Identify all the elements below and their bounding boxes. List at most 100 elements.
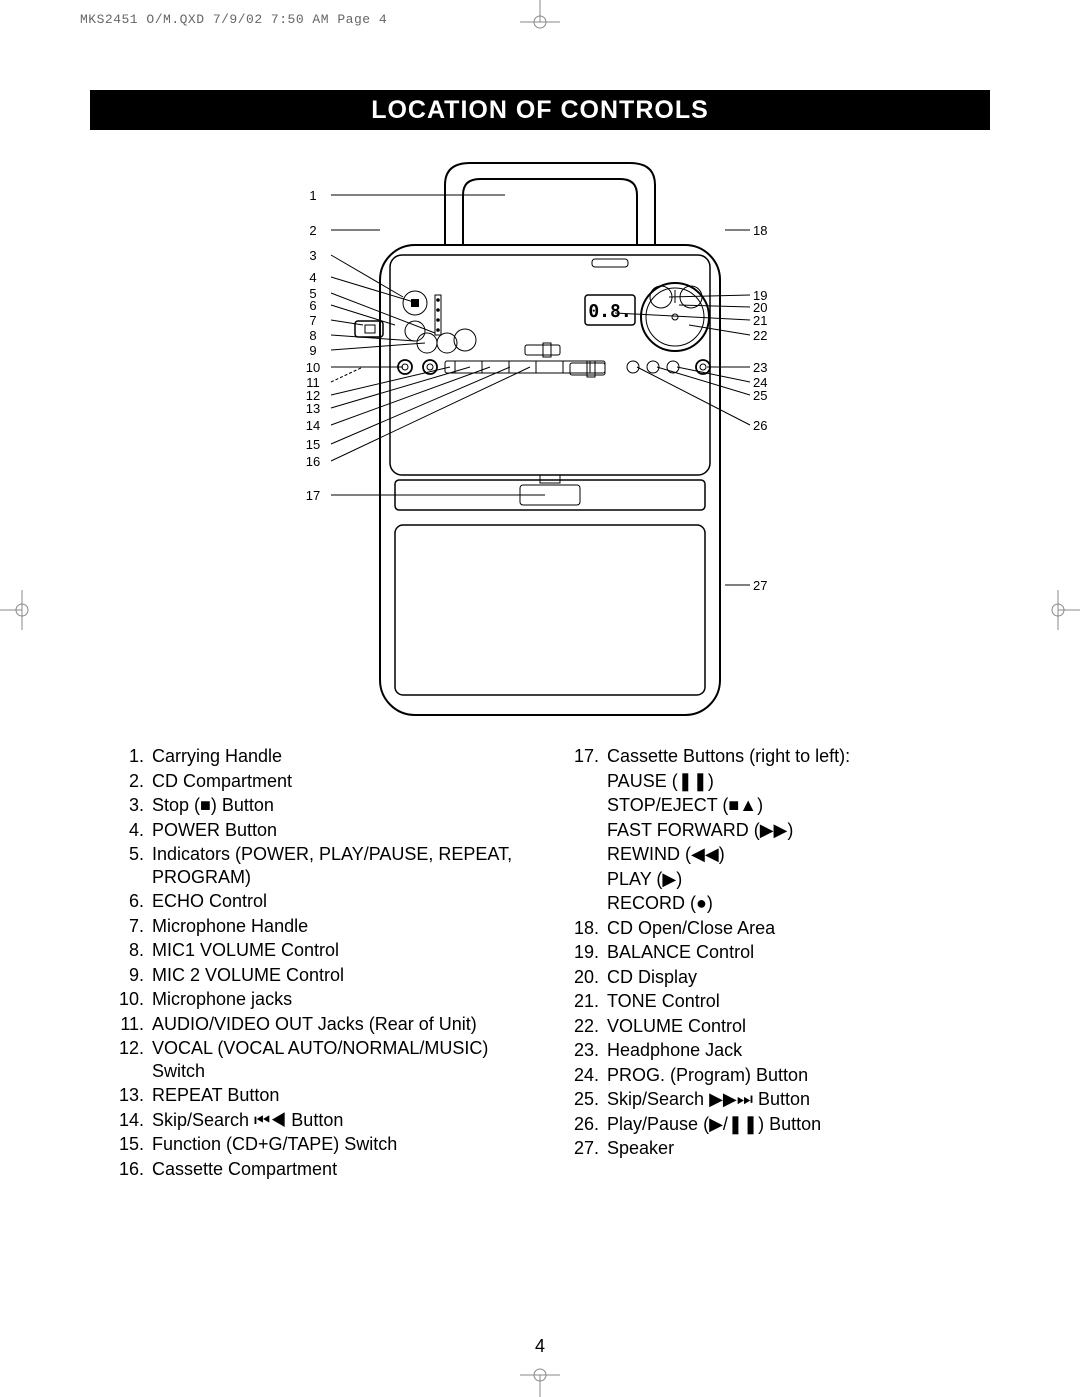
list-item: 14.Skip/Search ⏮◀ Button xyxy=(110,1109,540,1132)
list-item: 25.Skip/Search ▶▶⏭ Button xyxy=(565,1088,965,1111)
svg-text:13: 13 xyxy=(306,401,320,416)
title-bar: LOCATION OF CONTROLS xyxy=(90,90,990,130)
list-number: 2. xyxy=(110,770,152,793)
list-item: 20.CD Display xyxy=(565,966,965,989)
list-text: TONE Control xyxy=(607,990,965,1013)
list-item: 23.Headphone Jack xyxy=(565,1039,965,1062)
svg-text:6: 6 xyxy=(309,298,316,313)
print-header: MKS2451 O/M.QXD 7/9/02 7:50 AM Page 4 xyxy=(80,12,387,27)
svg-text:17: 17 xyxy=(306,488,320,503)
list-number: 8. xyxy=(110,939,152,962)
svg-text:16: 16 xyxy=(306,454,320,469)
list-number: 25. xyxy=(565,1088,607,1111)
svg-text:7: 7 xyxy=(309,313,316,328)
list-text: Function (CD+G/TAPE) Switch xyxy=(152,1133,540,1156)
svg-text:8: 8 xyxy=(309,328,316,343)
list-text: ECHO Control xyxy=(152,890,540,913)
list-item: 4.POWER Button xyxy=(110,819,540,842)
controls-diagram: 0.8.123456789101112131415161718192021222… xyxy=(230,145,850,735)
svg-text:0.8.: 0.8. xyxy=(588,301,631,322)
list-text: MIC 2 VOLUME Control xyxy=(152,964,540,987)
list-item: 13.REPEAT Button xyxy=(110,1084,540,1107)
list-number: 14. xyxy=(110,1109,152,1132)
list-text: Indicators (POWER, PLAY/PAUSE, REPEAT, P… xyxy=(152,843,540,888)
page-number: 4 xyxy=(535,1336,545,1357)
list-text: MIC1 VOLUME Control xyxy=(152,939,540,962)
list-text: AUDIO/VIDEO OUT Jacks (Rear of Unit) xyxy=(152,1013,540,1036)
svg-text:9: 9 xyxy=(309,343,316,358)
list-number: 20. xyxy=(565,966,607,989)
list-item: 26.Play/Pause (▶/❚❚) Button xyxy=(565,1113,965,1136)
list-text: BALANCE Control xyxy=(607,941,965,964)
list-item: 21.TONE Control xyxy=(565,990,965,1013)
controls-list: 1.Carrying Handle2.CD Compartment3.Stop … xyxy=(110,745,980,1182)
svg-text:2: 2 xyxy=(309,223,316,238)
crop-mark-right xyxy=(1040,590,1080,630)
list-item: 2.CD Compartment xyxy=(110,770,540,793)
list-item: 6.ECHO Control xyxy=(110,890,540,913)
list-number: 6. xyxy=(110,890,152,913)
svg-text:18: 18 xyxy=(753,223,767,238)
list-item: 8.MIC1 VOLUME Control xyxy=(110,939,540,962)
list-text: Stop (■) Button xyxy=(152,794,540,817)
list-number: 3. xyxy=(110,794,152,817)
list-number: 12. xyxy=(110,1037,152,1082)
list-text: Microphone jacks xyxy=(152,988,540,1011)
list-number: 11. xyxy=(110,1013,152,1036)
list-subitem: PAUSE (❚❚) xyxy=(565,770,965,793)
list-number: 19. xyxy=(565,941,607,964)
list-subitem: STOP/EJECT (■▲) xyxy=(565,794,965,817)
list-text: Play/Pause (▶/❚❚) Button xyxy=(607,1113,965,1136)
list-number: 15. xyxy=(110,1133,152,1156)
list-item: 24.PROG. (Program) Button xyxy=(565,1064,965,1087)
list-item: 22.VOLUME Control xyxy=(565,1015,965,1038)
list-number: 10. xyxy=(110,988,152,1011)
svg-text:27: 27 xyxy=(753,578,767,593)
list-item: 3.Stop (■) Button xyxy=(110,794,540,817)
list-text: Skip/Search ⏮◀ Button xyxy=(152,1109,540,1132)
list-number: 23. xyxy=(565,1039,607,1062)
svg-text:22: 22 xyxy=(753,328,767,343)
list-text: POWER Button xyxy=(152,819,540,842)
list-number: 17. xyxy=(565,745,607,768)
list-number: 5. xyxy=(110,843,152,888)
list-number: 7. xyxy=(110,915,152,938)
list-item: 7.Microphone Handle xyxy=(110,915,540,938)
list-number: 13. xyxy=(110,1084,152,1107)
crop-mark-top xyxy=(520,0,560,40)
svg-text:15: 15 xyxy=(306,437,320,452)
list-text: Microphone Handle xyxy=(152,915,540,938)
list-number: 16. xyxy=(110,1158,152,1181)
list-text: Cassette Buttons (right to left): xyxy=(607,745,965,768)
list-number: 27. xyxy=(565,1137,607,1160)
list-text: VOCAL (VOCAL AUTO/NORMAL/MUSIC) Switch xyxy=(152,1037,540,1082)
list-text: Speaker xyxy=(607,1137,965,1160)
svg-text:23: 23 xyxy=(753,360,767,375)
list-number: 18. xyxy=(565,917,607,940)
list-item: 1.Carrying Handle xyxy=(110,745,540,768)
list-item: 15.Function (CD+G/TAPE) Switch xyxy=(110,1133,540,1156)
list-text: Skip/Search ▶▶⏭ Button xyxy=(607,1088,965,1111)
page: MKS2451 O/M.QXD 7/9/02 7:50 AM Page 4 LO… xyxy=(0,0,1080,1397)
list-item: 18.CD Open/Close Area xyxy=(565,917,965,940)
list-text: CD Compartment xyxy=(152,770,540,793)
svg-text:4: 4 xyxy=(309,270,316,285)
list-subitem: FAST FORWARD (▶▶) xyxy=(565,819,965,842)
list-number: 26. xyxy=(565,1113,607,1136)
list-item: 16.Cassette Compartment xyxy=(110,1158,540,1181)
list-number: 4. xyxy=(110,819,152,842)
list-number: 22. xyxy=(565,1015,607,1038)
list-item: 12.VOCAL (VOCAL AUTO/NORMAL/MUSIC) Switc… xyxy=(110,1037,540,1082)
list-text: VOLUME Control xyxy=(607,1015,965,1038)
list-subitem: REWIND (◀◀) xyxy=(565,843,965,866)
svg-text:1: 1 xyxy=(309,188,316,203)
list-text: CD Display xyxy=(607,966,965,989)
list-text: CD Open/Close Area xyxy=(607,917,965,940)
list-text: REPEAT Button xyxy=(152,1084,540,1107)
list-item: 10.Microphone jacks xyxy=(110,988,540,1011)
crop-mark-left xyxy=(0,590,40,630)
list-item: 11.AUDIO/VIDEO OUT Jacks (Rear of Unit) xyxy=(110,1013,540,1036)
list-subitem: RECORD (●) xyxy=(565,892,965,915)
svg-text:14: 14 xyxy=(306,418,320,433)
list-text: PROG. (Program) Button xyxy=(607,1064,965,1087)
